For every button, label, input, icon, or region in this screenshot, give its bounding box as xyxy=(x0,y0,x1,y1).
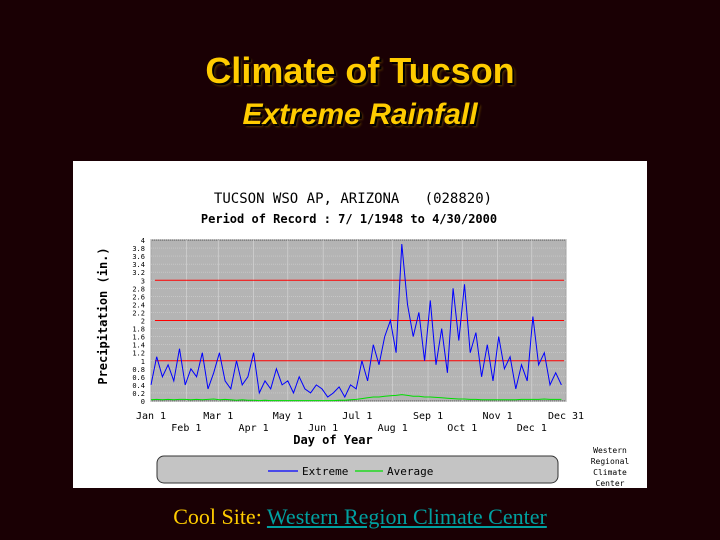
y-tick-label: 0.8 xyxy=(132,366,145,374)
y-tick-label: 2.6 xyxy=(132,293,145,301)
series-line-extreme xyxy=(150,243,562,399)
y-tick-label: 2.8 xyxy=(132,285,145,293)
y-tick-label: 0.2 xyxy=(132,390,145,398)
wrcc-link[interactable]: Western Region Climate Center xyxy=(266,504,547,529)
slide-subtitle: Extreme Rainfall xyxy=(242,98,478,131)
y-tick-label: 1 xyxy=(141,358,145,366)
x-tick-label: Jul 1 xyxy=(342,411,372,422)
y-tick-label: 2.2 xyxy=(132,309,145,317)
x-tick-label: Sep 1 xyxy=(413,411,443,422)
legend-label-extreme: Extreme xyxy=(302,465,348,478)
y-tick-label: 3.2 xyxy=(132,269,145,277)
y-tick-label: 4 xyxy=(141,237,145,245)
y-tick-label: 1.4 xyxy=(132,342,145,350)
axis-ticks: 00.20.40.60.811.21.41.61.822.22.42.62.83… xyxy=(132,237,584,434)
y-axis-label: Precipitation (in.) xyxy=(96,247,110,384)
x-tick-label: Feb 1 xyxy=(171,423,201,434)
legend-label-average: Average xyxy=(387,465,433,478)
x-tick-label: May 1 xyxy=(273,411,303,422)
chart-subtitle: Period of Record : 7/ 1/1948 to 4/30/200… xyxy=(201,212,497,226)
y-tick-label: 3.8 xyxy=(132,245,145,253)
y-tick-label: 2 xyxy=(141,318,145,326)
x-tick-label: Jun 1 xyxy=(308,423,338,434)
x-tick-label: Jan 1 xyxy=(136,411,166,422)
y-tick-label: 3 xyxy=(141,277,145,285)
y-tick-label: 1.6 xyxy=(132,334,145,342)
y-tick-label: 0.4 xyxy=(132,382,145,390)
x-axis-label: Day of Year xyxy=(293,433,372,447)
x-tick-label: Apr 1 xyxy=(239,423,269,434)
credit-line: Climate xyxy=(593,468,627,477)
footer-label: Cool Site: xyxy=(173,504,262,529)
y-tick-label: 1.2 xyxy=(132,350,145,358)
chart-title: TUCSON WSO AP, ARIZONA (028820) xyxy=(214,191,492,207)
y-tick-label: 3.4 xyxy=(132,261,145,269)
slide-title: Climate of Tucson xyxy=(205,50,515,91)
credit-line: Regional xyxy=(591,457,630,466)
y-tick-label: 2.4 xyxy=(132,301,145,309)
y-tick-label: 3.6 xyxy=(132,253,145,261)
x-tick-label: Dec 31 xyxy=(548,411,584,422)
legend-box xyxy=(156,455,559,484)
credit-line: Western xyxy=(593,446,627,455)
x-tick-label: Nov 1 xyxy=(483,411,513,422)
x-tick-label: Oct 1 xyxy=(447,423,477,434)
y-tick-label: 0.6 xyxy=(132,374,145,382)
credit-line: Center xyxy=(596,479,625,488)
legend: Extreme Average xyxy=(156,455,559,484)
chart-panel: TUCSON WSO AP, ARIZONA (028820) Period o… xyxy=(73,161,647,488)
x-tick-label: Mar 1 xyxy=(203,411,233,422)
footer: Cool Site: Western Region Climate Center xyxy=(0,504,720,530)
precipitation-chart: TUCSON WSO AP, ARIZONA (028820) Period o… xyxy=(96,191,630,488)
wrcc-credit: Western Regional Climate Center xyxy=(591,446,630,488)
series-line-average xyxy=(150,394,562,402)
y-tick-label: 0 xyxy=(141,398,145,406)
x-tick-label: Dec 1 xyxy=(517,423,547,434)
x-tick-label: Aug 1 xyxy=(378,423,408,434)
y-tick-label: 1.8 xyxy=(132,326,145,334)
plot-area xyxy=(150,239,567,402)
